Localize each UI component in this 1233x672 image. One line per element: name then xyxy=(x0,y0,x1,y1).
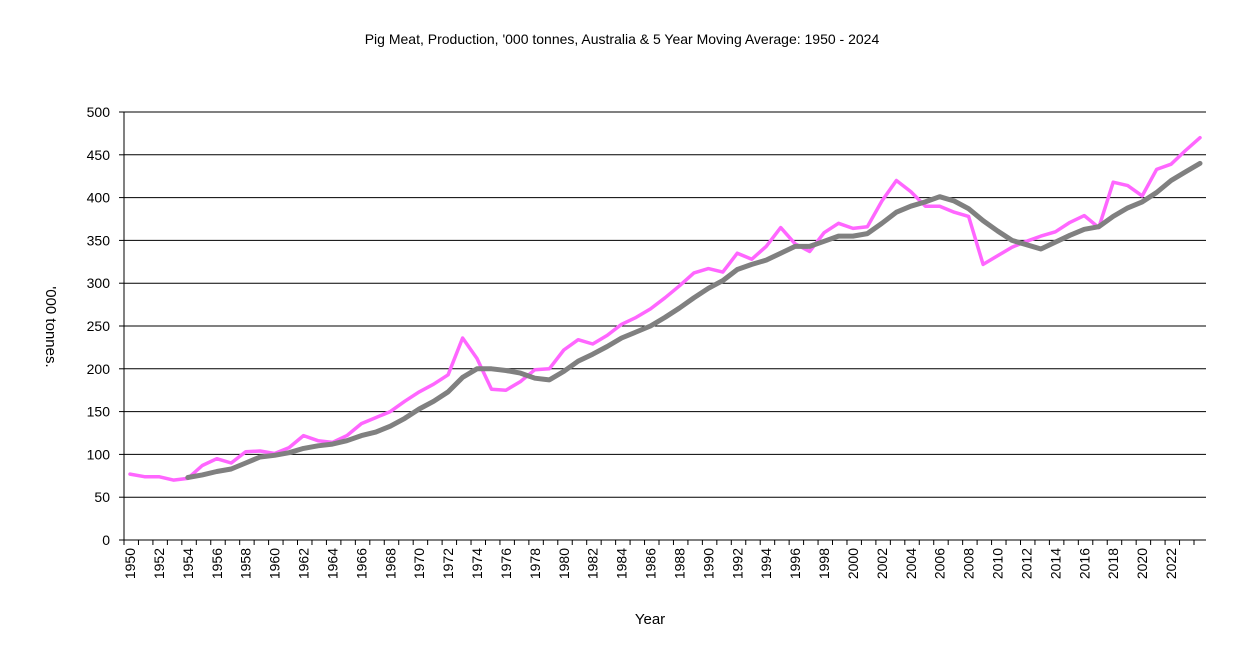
x-tick-label: 1994 xyxy=(758,548,774,579)
x-tick-label: 2014 xyxy=(1047,548,1063,579)
x-tick-label: 2002 xyxy=(874,548,890,579)
series-layer xyxy=(128,135,1203,482)
x-tick-label: 2004 xyxy=(903,548,919,579)
x-tick-label: 1962 xyxy=(296,548,312,579)
y-tick-label: 400 xyxy=(87,190,111,206)
x-tick-label: 1950 xyxy=(122,548,138,579)
x-tick-label: 1996 xyxy=(787,548,803,579)
series-line-production xyxy=(128,135,1202,482)
gridlines xyxy=(124,111,1206,498)
x-tick-label: 2010 xyxy=(990,548,1006,579)
x-tick-label: 1966 xyxy=(353,548,369,579)
x-tick-label: 1968 xyxy=(382,548,398,579)
x-tick-label: 1974 xyxy=(469,548,485,579)
x-tick-label: 1988 xyxy=(671,548,687,579)
x-tick-label: 1960 xyxy=(267,548,283,579)
y-tick-label: 100 xyxy=(87,446,111,462)
y-tick-label: 250 xyxy=(87,318,111,334)
series-line-moving-average xyxy=(185,160,1203,480)
x-tick-label: 1970 xyxy=(411,548,427,579)
y-axis-label: '000 tonnes. xyxy=(42,286,59,367)
x-tick-label: 1998 xyxy=(816,548,832,579)
x-tick-label: 1954 xyxy=(180,548,196,579)
x-tick-label: 1976 xyxy=(498,548,514,579)
y-tick-label: 200 xyxy=(87,361,111,377)
x-tick-label: 2022 xyxy=(1163,548,1179,579)
x-tick-label: 1972 xyxy=(440,548,456,579)
chart-title: Pig Meat, Production, '000 tonnes, Austr… xyxy=(365,31,880,47)
y-tick-label: 50 xyxy=(94,489,110,505)
x-tick-label: 1952 xyxy=(151,548,167,579)
y-tick-label: 300 xyxy=(87,275,111,291)
x-tick-label: 1958 xyxy=(238,548,254,579)
y-tick-label: 0 xyxy=(102,532,110,548)
y-axis-ticks: 0 50 100 150 200 250 300 350 400 450 500 xyxy=(87,104,124,548)
x-tick-label: 2016 xyxy=(1076,548,1092,579)
x-tick-label: 2006 xyxy=(932,548,948,579)
y-tick-label: 350 xyxy=(87,232,111,248)
x-tick-label: 2012 xyxy=(1018,548,1034,579)
x-tick-label: 1980 xyxy=(556,548,572,579)
y-tick-label: 450 xyxy=(87,147,111,163)
x-tick-label: 2020 xyxy=(1134,548,1150,579)
x-tick-label: 1964 xyxy=(324,548,340,579)
x-tick-label: 2018 xyxy=(1105,548,1121,579)
x-tick-label: 1986 xyxy=(643,548,659,579)
x-tick-label: 1990 xyxy=(700,548,716,579)
x-tick-label: 1982 xyxy=(585,548,601,579)
x-tick-label: 1984 xyxy=(614,548,630,579)
y-tick-label: 150 xyxy=(87,404,111,420)
x-tick-label: 2000 xyxy=(845,548,861,579)
x-tick-label: 1978 xyxy=(527,548,543,579)
x-axis-label: Year xyxy=(635,611,665,628)
y-tick-label: 500 xyxy=(87,104,111,120)
x-tick-label: 2008 xyxy=(961,548,977,579)
x-tick-label: 1956 xyxy=(209,548,225,579)
x-axis-ticks: 1950 1952 1954 1956 1958 1960 1962 1964 1966 1968… xyxy=(122,540,1195,579)
x-tick-label: 1992 xyxy=(729,548,745,579)
